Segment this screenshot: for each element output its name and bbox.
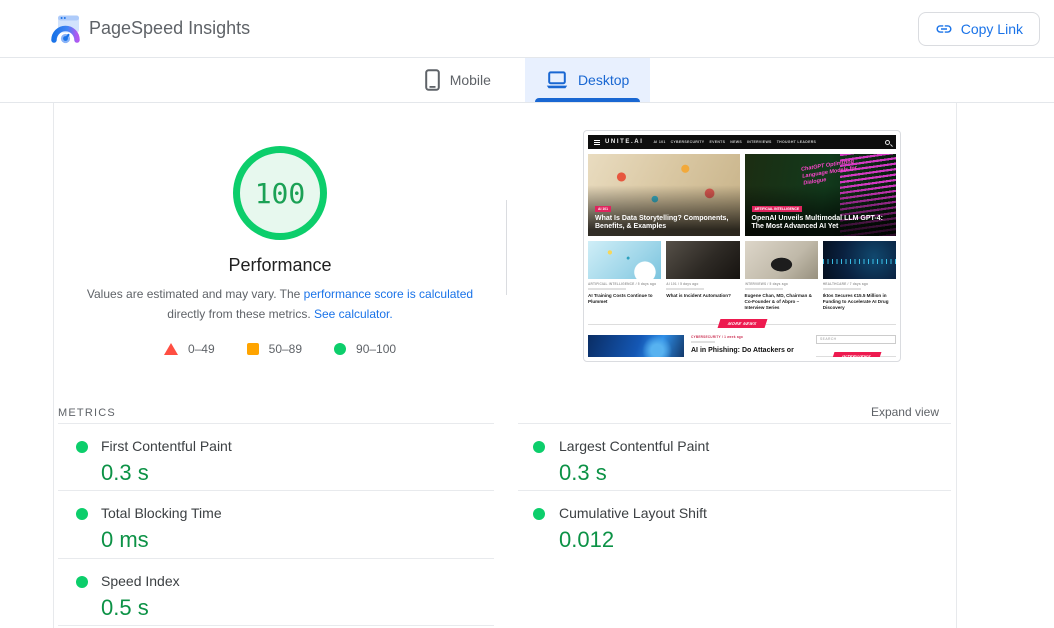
legend-item-average: 50–89 [246,341,303,356]
app-logo: PageSpeed Insights [50,14,250,44]
copy-link-button[interactable]: Copy Link [917,11,1040,46]
featured-article-1-title: What Is Data Storytelling? Components, B… [595,214,729,230]
hamburger-icon [594,141,600,143]
legend-pass-range: 90–100 [356,341,397,356]
metric-cumulative-layout-shift: Cumulative Layout Shift 0.012 [518,490,951,558]
device-tabs: Mobile Desktop [0,58,1054,103]
article-card: INTERVIEWS / 5 days ago Eugene Chan, MD,… [744,241,818,311]
pass-dot-icon [533,508,545,520]
disclaimer-text-1: Values are estimated and may vary. The [86,287,304,301]
performance-gauge[interactable]: 100 [233,146,327,240]
score-disclaimer: Values are estimated and may vary. The p… [65,285,495,325]
metrics-section-label: METRICS [58,407,116,419]
mini-nav-item: EVENTS [709,140,726,144]
app-title: PageSpeed Insights [89,18,251,38]
byline-placeholder [822,288,861,290]
featured-article-1: AI 101 What Is Data Storytelling? Compon… [588,154,740,236]
more-news-divider: MORE NEWS [588,319,896,329]
article-cards-row: ARTIFICIAL INTELLIGENCE / 5 days ago AI … [588,241,896,311]
mini-nav-item: NEWS [730,140,742,144]
copy-link-label: Copy Link [960,20,1023,37]
link-icon [936,24,952,33]
article-image [822,241,896,279]
article-card: ARTIFICIAL INTELLIGENCE / 5 days ago AI … [588,241,662,311]
featured-article-2-title: OpenAI Unveils Multimodal LLM GPT-4: The… [751,214,883,230]
byline-placeholder [691,340,715,343]
mini-site: UNITE.AI AI 101 CYBERSECURITY EVENTS NEW… [588,135,896,357]
article-image [666,241,740,279]
metric-largest-contentful-paint: Largest Contentful Paint 0.3 s [518,423,951,490]
search-icon [885,139,890,145]
interviews-badge: INTERVIEWS [831,351,881,357]
pass-circle-icon [334,342,347,355]
mini-search-box: SEARCH [816,334,896,344]
average-square-icon [246,342,259,355]
byline-placeholder [588,288,627,290]
metric-first-contentful-paint: First Contentful Paint 0.3 s [58,423,494,490]
metrics-header: METRICS Expand view [58,399,939,419]
mini-nav-item: INTERVIEWS [746,140,772,144]
tab-mobile[interactable]: Mobile [404,58,512,102]
metric-speed-index: Speed Index 0.5 s [58,558,494,626]
article-card: AI 101 / 5 days ago What is Incident Aut… [666,241,740,311]
category-title: Performance [228,255,332,275]
mini-site-menu: AI 101 CYBERSECURITY EVENTS NEWS INTERVI… [653,140,816,144]
laptop-icon [546,71,568,89]
page-screenshot-thumbnail: UNITE.AI AI 101 CYBERSECURITY EVENTS NEW… [583,130,901,362]
byline-placeholder [744,288,783,290]
bottom-article-row: CYBERSECURITY / 1 week ago AI in Phishin… [588,334,896,357]
mini-nav-item: AI 101 [653,140,666,144]
pagespeed-logo-icon [51,15,80,43]
legend-item-fail: 0–49 [163,341,215,356]
article-image [588,241,662,279]
category-badge: AI 101 [595,205,611,212]
fail-triangle-icon [163,342,178,355]
smartphone-icon [424,69,440,91]
pass-dot-icon [533,441,545,453]
tab-desktop[interactable]: Desktop [524,58,651,102]
app-header: PageSpeed Insights Copy Link [0,0,1054,58]
column-divider [506,200,507,295]
mini-site-logo: UNITE.AI [605,139,644,145]
score-calculation-link[interactable]: performance score is calculated [303,287,474,301]
performance-score: 100 [254,176,306,210]
tab-mobile-label: Mobile [449,72,491,88]
byline-placeholder [666,288,705,290]
pass-dot-icon [76,508,88,520]
mini-nav-item: CYBERSECURITY [670,140,705,144]
more-news-badge: MORE NEWS [717,319,767,329]
bottom-article-image [588,334,684,357]
metric-total-blocking-time: Total Blocking Time 0 ms [58,490,494,558]
mini-nav-item: THOUGHT LEADERS [776,140,817,144]
disclaimer-text-2: directly from these metrics. [167,306,314,321]
pass-dot-icon [76,441,88,453]
score-legend: 0–49 50–89 90–100 [54,342,506,356]
metrics-grid: First Contentful Paint 0.3 s Total Block… [58,423,951,626]
mini-site-navbar: UNITE.AI AI 101 CYBERSECURITY EVENTS NEW… [588,135,896,149]
score-section: 100 Performance Values are estimated and… [54,103,506,356]
featured-articles-row: AI 101 What Is Data Storytelling? Compon… [588,154,896,236]
legend-fail-range: 0–49 [187,341,215,356]
legend-item-pass: 90–100 [334,342,396,356]
pass-dot-icon [76,576,88,588]
legend-average-range: 50–89 [268,341,303,356]
report-card: 100 Performance Values are estimated and… [53,103,957,628]
article-image [744,241,818,279]
category-badge: ARTIFICIAL INTELLIGENCE [751,205,803,212]
featured-article-2: ChatGPT Optimizing Language Models for D… [744,154,896,236]
tab-desktop-label: Desktop [577,72,630,88]
article-card: HEALTHCARE / 7 days ago Iktos Secures €1… [822,241,896,311]
see-calculator-link[interactable]: See calculator. [313,306,393,321]
expand-view-button[interactable]: Expand view [870,405,939,419]
